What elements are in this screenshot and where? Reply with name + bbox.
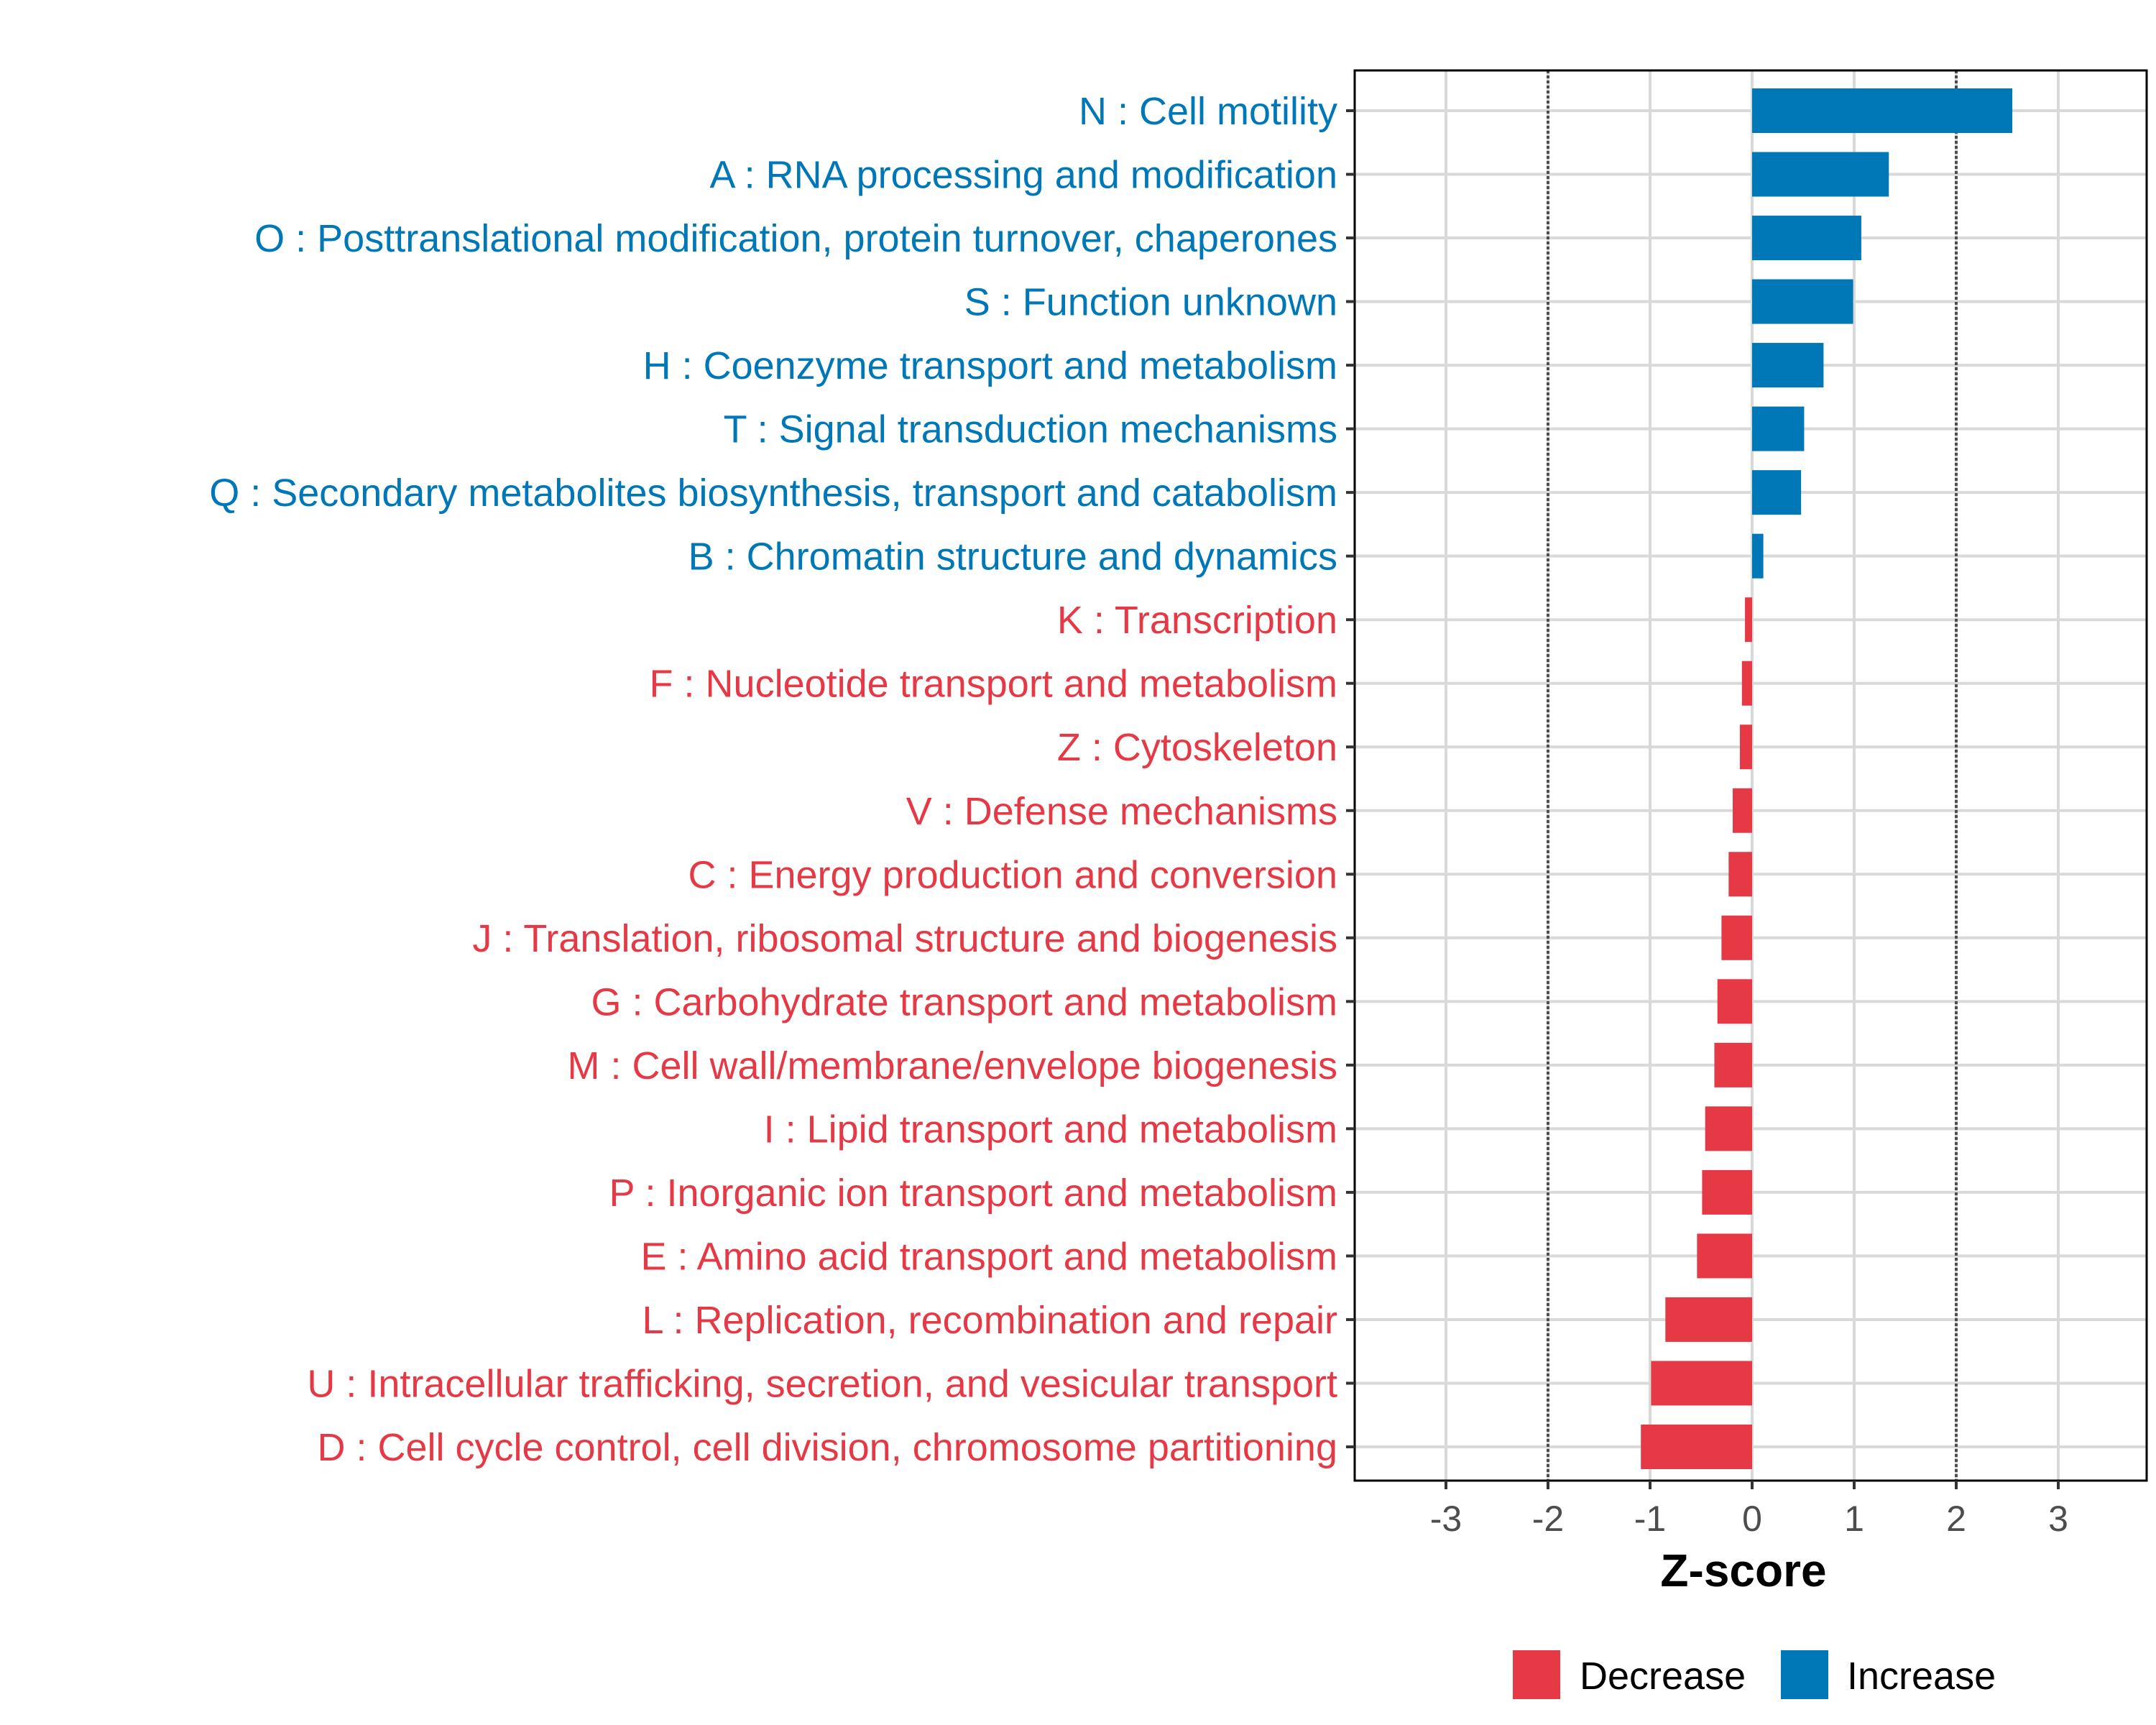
category-label: G : Carbohydrate transport and metabolis… — [591, 980, 1338, 1024]
bar-decrease — [1705, 1106, 1752, 1151]
bar-decrease — [1733, 788, 1752, 833]
bar-increase — [1752, 470, 1802, 515]
y-axis-category-labels: N : Cell motility A : RNA processing and … — [209, 90, 1337, 1469]
bars — [1641, 88, 2013, 1469]
bar-decrease — [1697, 1233, 1752, 1279]
category-label: M : Cell wall/membrane/envelope biogenes… — [567, 1044, 1337, 1087]
legend-label-increase: Increase — [1847, 1655, 1996, 1698]
x-tick-label: -1 — [1634, 1499, 1666, 1539]
category-label: Z : Cytoskeleton — [1057, 726, 1337, 769]
bar-increase — [1752, 216, 1861, 261]
category-label: K : Transcription — [1057, 599, 1337, 642]
bar-increase — [1752, 152, 1889, 197]
category-label: V : Defense mechanisms — [906, 790, 1337, 833]
x-axis-ticks: -3 -2 -1 0 1 2 3 — [1430, 1481, 2068, 1539]
x-tick-label: -2 — [1532, 1499, 1564, 1539]
legend: Decrease Increase — [1513, 1650, 1996, 1699]
bar-decrease — [1641, 1425, 1752, 1469]
category-label: Q : Secondary metabolites biosynthesis, … — [209, 472, 1337, 515]
category-label: D : Cell cycle control, cell division, c… — [317, 1426, 1337, 1469]
bar-decrease — [1651, 1361, 1752, 1406]
reference-lines — [1547, 70, 1958, 1481]
category-label: H : Coenzyme transport and metabolism — [643, 344, 1337, 387]
x-tick-label: 1 — [1844, 1499, 1864, 1539]
bar-increase — [1752, 406, 1805, 451]
category-label: B : Chromatin structure and dynamics — [688, 535, 1337, 579]
y-axis-ticks — [1346, 109, 1355, 1448]
bar-decrease — [1745, 597, 1752, 643]
bar-decrease — [1728, 852, 1752, 897]
x-tick-label: 3 — [2048, 1499, 2068, 1539]
category-label: P : Inorganic ion transport and metaboli… — [609, 1172, 1337, 1215]
category-label: T : Signal transduction mechanisms — [724, 408, 1337, 451]
category-label: I : Lipid transport and metabolism — [764, 1108, 1337, 1151]
bar-decrease — [1741, 661, 1752, 706]
x-tick-label: 0 — [1742, 1499, 1762, 1539]
bar-decrease — [1714, 1042, 1752, 1087]
x-axis-title: Z-score — [1660, 1545, 1826, 1596]
bar-decrease — [1721, 915, 1752, 960]
bar-increase — [1752, 88, 2013, 133]
bar-decrease — [1702, 1169, 1752, 1215]
bar-decrease — [1717, 979, 1752, 1024]
category-label: S : Function unknown — [964, 281, 1337, 324]
category-label: A : RNA processing and modification — [710, 154, 1337, 197]
bar-increase — [1752, 343, 1824, 388]
category-label: U : Intracellular trafficking, secretion… — [307, 1362, 1337, 1405]
legend-key-increase — [1781, 1650, 1828, 1699]
bar-decrease — [1739, 724, 1752, 770]
category-label: J : Translation, ribosomal structure and… — [472, 917, 1337, 960]
legend-key-decrease — [1513, 1650, 1560, 1699]
category-label: L : Replication, recombination and repai… — [642, 1299, 1337, 1342]
category-label: O : Posttranslational modification, prot… — [254, 217, 1337, 260]
category-label: C : Energy production and conversion — [688, 853, 1337, 896]
bar-increase — [1752, 533, 1764, 579]
bar-increase — [1752, 279, 1853, 324]
bar-decrease — [1665, 1297, 1752, 1342]
category-label: N : Cell motility — [1079, 90, 1337, 133]
legend-label-decrease: Decrease — [1580, 1655, 1746, 1698]
category-label: E : Amino acid transport and metabolism — [641, 1235, 1337, 1278]
x-tick-label: 2 — [1946, 1499, 1966, 1539]
category-label: F : Nucleotide transport and metabolism — [650, 663, 1337, 706]
x-tick-label: -3 — [1430, 1499, 1462, 1539]
